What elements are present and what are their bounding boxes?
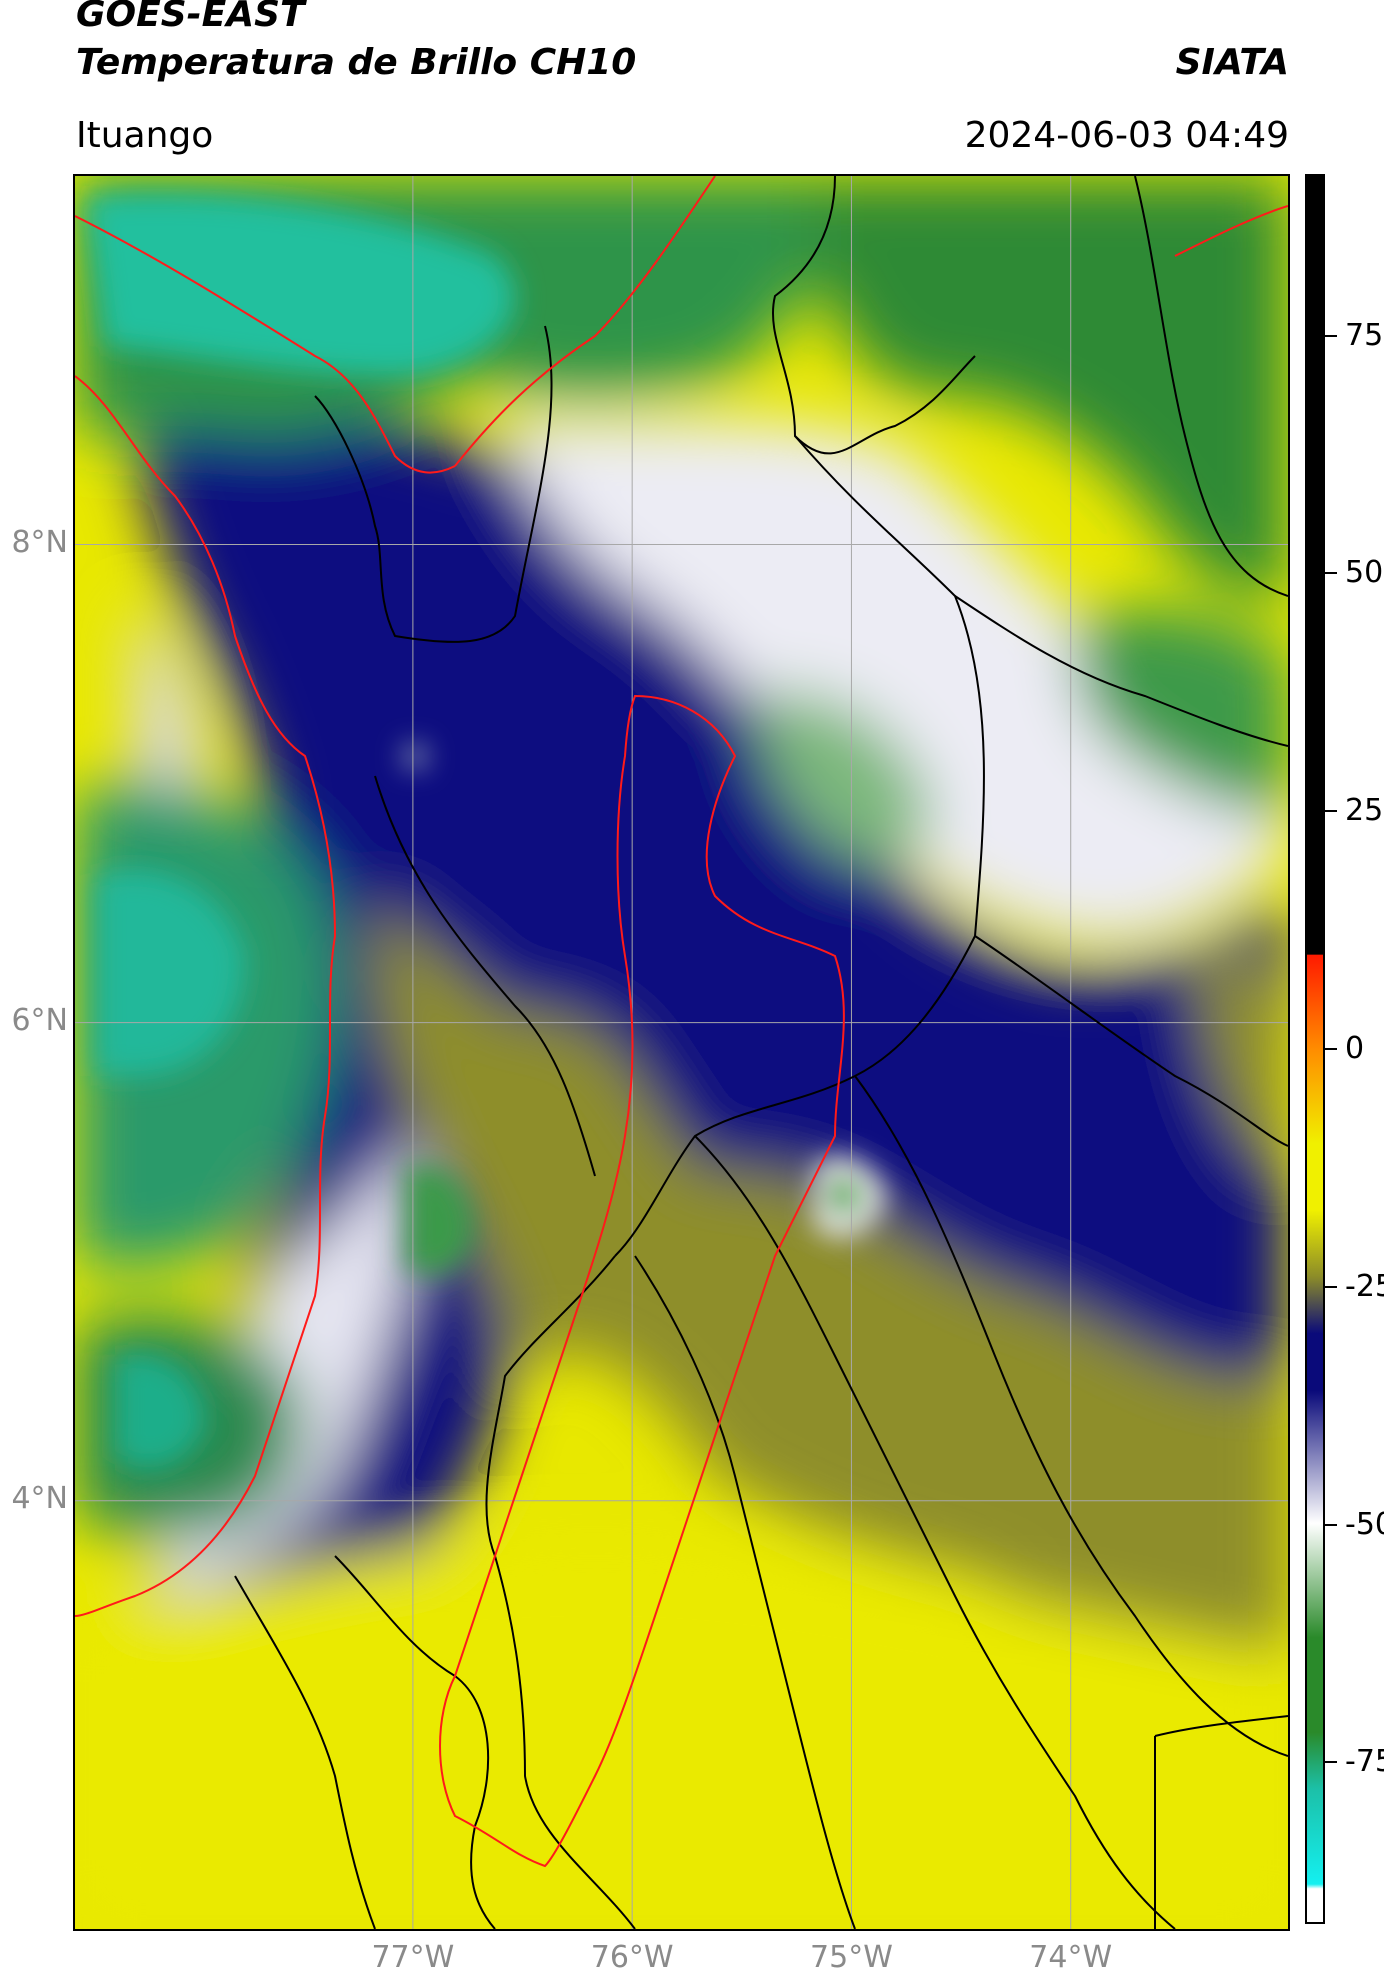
colorbar-tick-label: -25: [1345, 1268, 1384, 1304]
lon-label: 77°W: [371, 1940, 455, 1975]
department-boundaries: [234, 176, 1288, 1929]
lon-label: 76°W: [590, 1940, 674, 1975]
colorbar-tick-label: -50: [1345, 1506, 1384, 1542]
brightness-temperature-map[interactable]: [73, 174, 1290, 1931]
cold-top-teal-west: [95, 869, 245, 1076]
colorbar-tick: [1325, 1285, 1337, 1288]
colorbar-tick: [1325, 1523, 1337, 1526]
title-line-1: GOES-EAST: [76, 0, 305, 35]
timestamp-label: 2024-06-03 04:49: [964, 115, 1289, 156]
location-label: Ituango: [76, 115, 214, 156]
colorbar-tick-label: 50: [1345, 555, 1384, 591]
colorbar-tick: [1325, 1761, 1337, 1764]
lat-label: 8°N: [11, 524, 68, 560]
colorbar-tick: [1325, 572, 1337, 575]
lon-label: 74°W: [1029, 1940, 1113, 1975]
colorbar-tick-label: 0: [1345, 1030, 1365, 1066]
title-line-2: Temperatura de Brillo CH10: [76, 42, 637, 83]
colorbar-tick-label: 25: [1345, 793, 1384, 829]
colorbar-tick: [1325, 810, 1337, 813]
colorbar-tick: [1325, 1048, 1337, 1050]
cloud-field: [75, 176, 1288, 1929]
lat-label: 6°N: [11, 1002, 68, 1038]
brand-label: SIATA: [1175, 42, 1289, 83]
colorbar: [1305, 174, 1325, 1924]
cold-top-teal-north: [85, 193, 515, 376]
lat-label: 4°N: [11, 1480, 68, 1516]
colorbar-tick-label: 75: [1345, 317, 1384, 353]
colorbar-tick: [1325, 334, 1337, 337]
colorbar-tick-label: -75: [1345, 1744, 1384, 1780]
region-boundaries: [75, 176, 1288, 1868]
lon-label: 75°W: [810, 1940, 893, 1975]
